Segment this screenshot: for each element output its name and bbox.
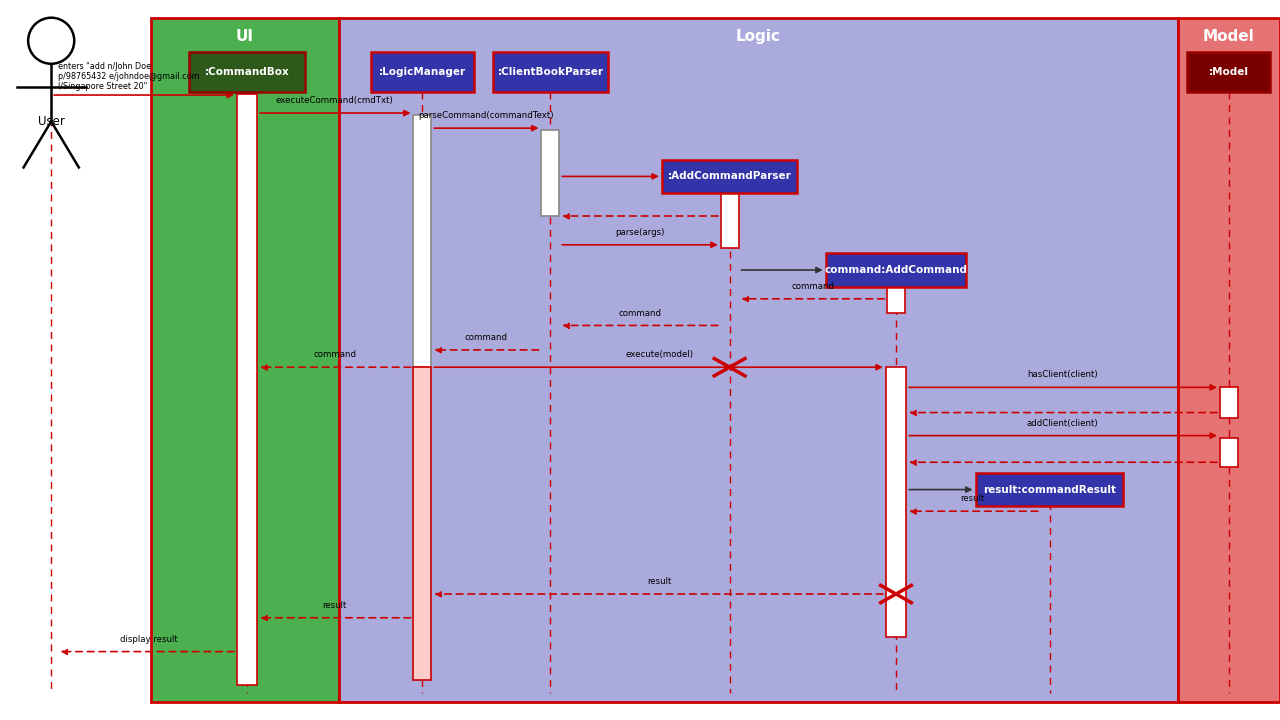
Text: Model: Model	[1203, 29, 1254, 44]
Bar	[887, 270, 905, 313]
Text: :CommandBox: :CommandBox	[205, 67, 289, 77]
Bar	[413, 367, 431, 680]
Text: addClient(client): addClient(client)	[1027, 419, 1098, 428]
Text: Logic: Logic	[736, 29, 781, 44]
Text: command:AddCommand: command:AddCommand	[824, 265, 968, 275]
Bar	[189, 52, 305, 91]
Text: execute(model): execute(model)	[625, 350, 694, 359]
Bar	[826, 253, 966, 287]
Text: command: command	[465, 333, 508, 342]
Text: result: result	[323, 600, 347, 610]
Bar	[663, 160, 796, 193]
Text: parse(args): parse(args)	[616, 228, 664, 237]
Bar	[977, 473, 1124, 506]
Bar	[413, 115, 431, 367]
Bar	[541, 130, 559, 216]
Bar	[1178, 18, 1280, 702]
Bar	[1220, 387, 1238, 418]
Bar	[493, 52, 608, 91]
Text: :LogicManager: :LogicManager	[379, 67, 466, 77]
Text: :AddCommandParser: :AddCommandParser	[668, 171, 791, 181]
Text: :ClientBookParser: :ClientBookParser	[498, 67, 603, 77]
Text: User: User	[38, 115, 64, 128]
Text: executeCommand(cmdTxt): executeCommand(cmdTxt)	[276, 96, 393, 105]
Bar	[237, 94, 257, 685]
Text: hasClient(client): hasClient(client)	[1027, 370, 1098, 379]
Bar	[1220, 438, 1238, 467]
Text: result: result	[646, 577, 672, 586]
Text: display result: display result	[120, 635, 178, 644]
Text: enters "add n/John Doe
p/98765432 e/johndoe@gmail.com
l/Singapore Street 20": enters "add n/John Doe p/98765432 e/john…	[58, 62, 200, 91]
Text: result:commandResult: result:commandResult	[983, 485, 1116, 495]
Text: UI: UI	[236, 29, 255, 44]
Text: parseCommand(commandText): parseCommand(commandText)	[419, 111, 554, 120]
Bar	[151, 18, 339, 702]
Text: command: command	[791, 282, 835, 291]
Text: command: command	[618, 308, 662, 318]
Bar	[886, 367, 906, 637]
Text: result: result	[960, 494, 986, 503]
Bar	[371, 52, 474, 91]
Text: command: command	[314, 350, 356, 359]
Bar	[721, 176, 739, 248]
Bar	[339, 18, 1178, 702]
Text: :Model: :Model	[1208, 67, 1249, 77]
Bar	[1188, 52, 1271, 91]
